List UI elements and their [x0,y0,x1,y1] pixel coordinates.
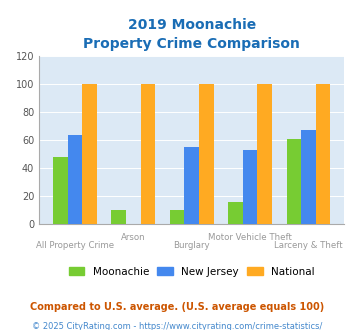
Bar [243,150,257,224]
Bar [301,130,316,224]
Bar [82,84,97,224]
Bar [316,84,331,224]
Text: Motor Vehicle Theft: Motor Vehicle Theft [208,233,292,242]
Text: Burglary: Burglary [173,241,210,250]
Bar [111,211,126,224]
Text: Arson: Arson [121,233,146,242]
Text: All Property Crime: All Property Crime [36,241,114,250]
Bar [184,147,199,224]
Text: Compared to U.S. average. (U.S. average equals 100): Compared to U.S. average. (U.S. average … [31,302,324,312]
Bar [286,139,301,224]
Bar [228,202,243,224]
Bar [53,157,67,224]
Bar [141,84,155,224]
Bar [170,211,184,224]
Legend: Moonachie, New Jersey, National: Moonachie, New Jersey, National [69,267,315,277]
Bar [257,84,272,224]
Title: 2019 Moonachie
Property Crime Comparison: 2019 Moonachie Property Crime Comparison [83,18,300,51]
Text: © 2025 CityRating.com - https://www.cityrating.com/crime-statistics/: © 2025 CityRating.com - https://www.city… [32,322,323,330]
Text: Larceny & Theft: Larceny & Theft [274,241,343,250]
Bar [67,135,82,224]
Bar [199,84,214,224]
